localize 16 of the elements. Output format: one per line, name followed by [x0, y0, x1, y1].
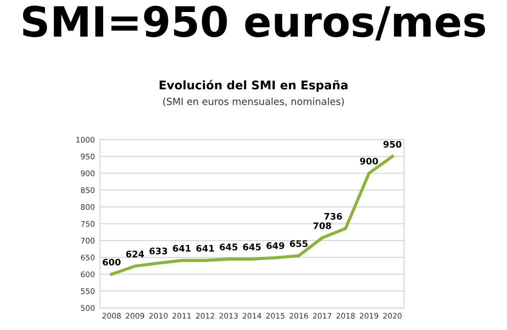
data-label: 649: [266, 242, 284, 250]
data-label: 645: [220, 244, 238, 250]
text: (SMI en euros mensuales, nominales): [163, 98, 344, 106]
data-label: 641: [172, 244, 191, 252]
chart-title: SMI=950 euros/mes: [23, 6, 486, 40]
data-label: 736: [324, 212, 342, 220]
data-label: 645: [243, 244, 261, 250]
data-label: 655: [290, 240, 308, 248]
data-label: 600: [102, 258, 121, 266]
chart-subtitle: Evolución del SMI en España: [160, 80, 348, 92]
data-label: 950: [383, 140, 402, 148]
data-label: 641: [196, 244, 214, 252]
data-label: 633: [150, 248, 168, 254]
data-label: 900: [360, 158, 378, 165]
data-label: 624: [126, 250, 144, 258]
data-label: 708: [313, 222, 332, 230]
